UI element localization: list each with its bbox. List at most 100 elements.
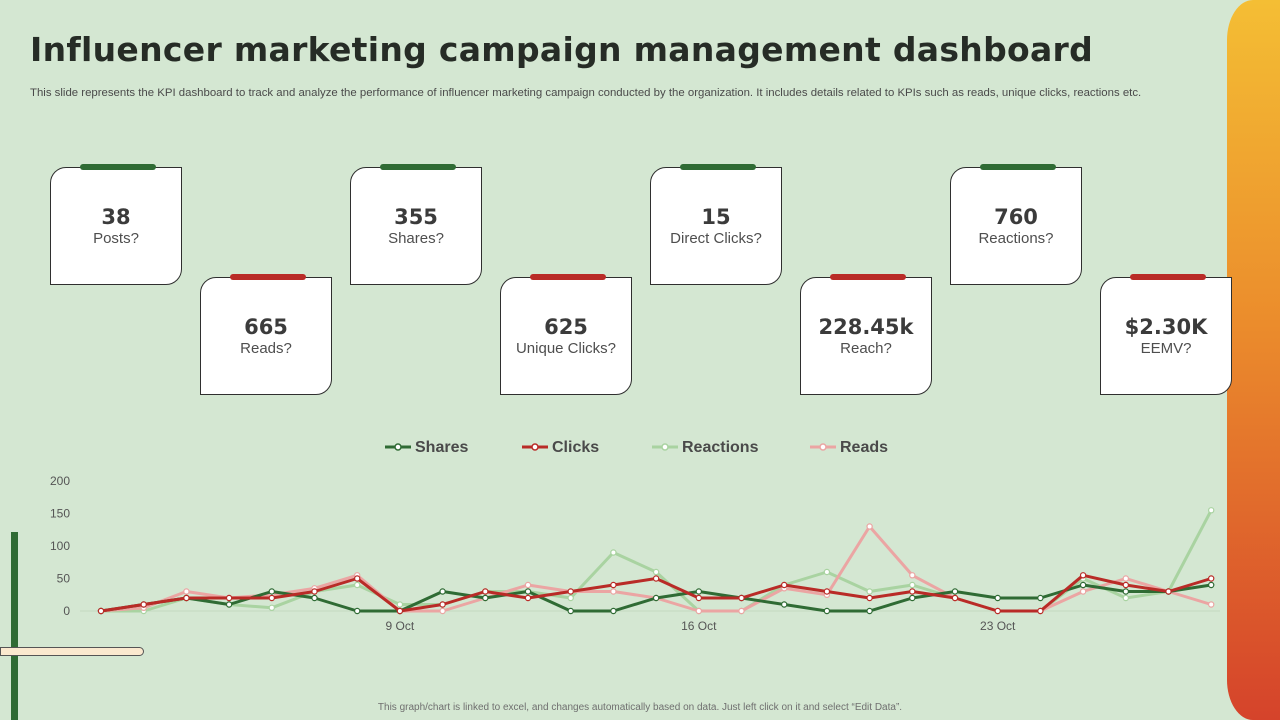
legend-label: Shares (415, 439, 468, 456)
data-point-reads (695, 607, 703, 615)
kpi-value: 760 (994, 205, 1038, 229)
kpi-label: Unique Clicks? (515, 340, 617, 357)
kpi-tab (680, 164, 756, 170)
data-point-reads (1122, 575, 1130, 582)
kpi-value: 665 (244, 315, 288, 339)
kpi-card-reads[interactable]: 665 Reads? (200, 274, 332, 395)
data-point-clicks (866, 594, 873, 602)
data-point-reactions (354, 581, 361, 589)
data-point-reactions (268, 604, 275, 611)
data-point-shares (866, 607, 873, 615)
kpi-label: Reads? (240, 340, 292, 357)
legend-swatch-marker (819, 443, 827, 451)
data-point-reactions (823, 568, 831, 576)
kpi-card-unique-clicks[interactable]: 625 Unique Clicks? (500, 274, 632, 395)
y-tick-label: 200 (50, 474, 70, 488)
y-tick-label: 0 (63, 604, 70, 618)
data-point-clicks (311, 588, 318, 595)
kpi-tab (530, 274, 606, 280)
y-tick-label: 150 (50, 507, 70, 521)
data-point-clicks (1037, 607, 1044, 615)
data-point-clicks (610, 581, 617, 589)
data-point-reads (439, 607, 446, 615)
kpi-card-direct-clicks[interactable]: 15 Direct Clicks? (650, 164, 782, 285)
decorative-pill (0, 647, 144, 656)
data-point-reactions (1207, 507, 1215, 514)
data-point-reads (1079, 588, 1087, 595)
data-point-clicks (994, 607, 1001, 615)
data-point-reads (909, 572, 916, 579)
data-point-reactions (396, 601, 404, 608)
data-point-reactions (610, 549, 617, 556)
kpi-value: $2.30K (1124, 315, 1208, 339)
kpi-card-shares[interactable]: 355 Shares? (350, 164, 482, 285)
data-point-clicks (354, 575, 361, 582)
kpi-value: 625 (544, 315, 588, 339)
data-point-clicks (823, 588, 831, 595)
kpi-tab (380, 164, 456, 170)
page-subtitle: This slide represents the KPI dashboard … (30, 87, 1142, 99)
legend-swatch-marker (531, 443, 539, 451)
kpi-tab (230, 274, 306, 280)
kpi-tab (830, 274, 906, 280)
x-axis: 9 Oct 16 Oct 23 Oct (80, 610, 1220, 633)
kpi-label: Direct Clicks? (670, 230, 762, 247)
data-point-clicks (1079, 572, 1087, 579)
data-point-clicks (781, 581, 788, 589)
data-point-clicks (567, 588, 574, 595)
kpi-tab (80, 164, 156, 170)
kpi-label: Reactions? (978, 230, 1054, 247)
data-point-shares (652, 594, 660, 602)
data-point-shares (1079, 581, 1087, 589)
kpi-card-posts[interactable]: 38 Posts? (50, 164, 182, 285)
data-point-clicks (1165, 588, 1172, 595)
kpi-card-reactions[interactable]: 760 Reactions? (950, 164, 1082, 285)
kpi-value: 355 (394, 205, 438, 229)
legend-label: Reads (840, 439, 888, 456)
data-point-clicks (97, 607, 105, 615)
data-point-reactions (1122, 594, 1130, 602)
data-point-clicks (951, 594, 959, 602)
kpi-label: Posts? (93, 230, 139, 247)
data-point-shares (823, 607, 831, 615)
data-point-reads (524, 581, 532, 589)
x-tick-label: 23 Oct (980, 619, 1016, 633)
kpi-card-reach[interactable]: 228.45k Reach? (800, 274, 932, 395)
data-point-shares (1037, 594, 1044, 602)
x-tick-label: 9 Oct (386, 619, 415, 633)
kpi-label: Shares? (388, 230, 444, 247)
data-point-clicks (482, 588, 489, 595)
data-point-clicks (140, 601, 147, 608)
data-point-reads (738, 607, 745, 615)
data-point-clicks (738, 594, 745, 602)
data-point-shares (354, 607, 361, 615)
kpi-value: 15 (701, 205, 731, 229)
decorative-stem (11, 532, 18, 720)
data-point-clicks (1122, 581, 1130, 589)
data-point-clicks (268, 594, 275, 602)
kpi-card-eemv[interactable]: $2.30K EEMV? (1100, 274, 1232, 395)
data-point-shares (781, 601, 788, 608)
kpi-tab (980, 164, 1056, 170)
data-point-reads (1207, 601, 1215, 608)
data-point-shares (1207, 581, 1215, 589)
y-tick-label: 100 (50, 539, 70, 553)
y-axis: 0 50 100 150 200 (50, 474, 70, 618)
chart-legend: Shares Clicks Reactions Reads (385, 439, 888, 456)
kpi-value: 228.45k (818, 315, 914, 339)
plot-area (97, 507, 1215, 615)
data-point-clicks (524, 594, 532, 602)
data-point-shares (994, 594, 1001, 602)
data-point-shares (695, 588, 703, 595)
data-point-clicks (652, 575, 660, 582)
data-point-reactions (909, 581, 916, 589)
data-point-shares (524, 588, 532, 595)
x-tick-label: 16 Oct (681, 619, 717, 633)
data-point-shares (909, 594, 916, 602)
data-point-reactions (567, 594, 574, 602)
line-chart[interactable]: Shares Clicks Reactions Reads 050100150200 … (0, 430, 1220, 650)
data-point-clicks (396, 607, 404, 615)
data-point-clicks (225, 594, 233, 602)
page-title: Influencer marketing campaign management… (30, 30, 1094, 69)
data-point-shares (610, 607, 617, 615)
